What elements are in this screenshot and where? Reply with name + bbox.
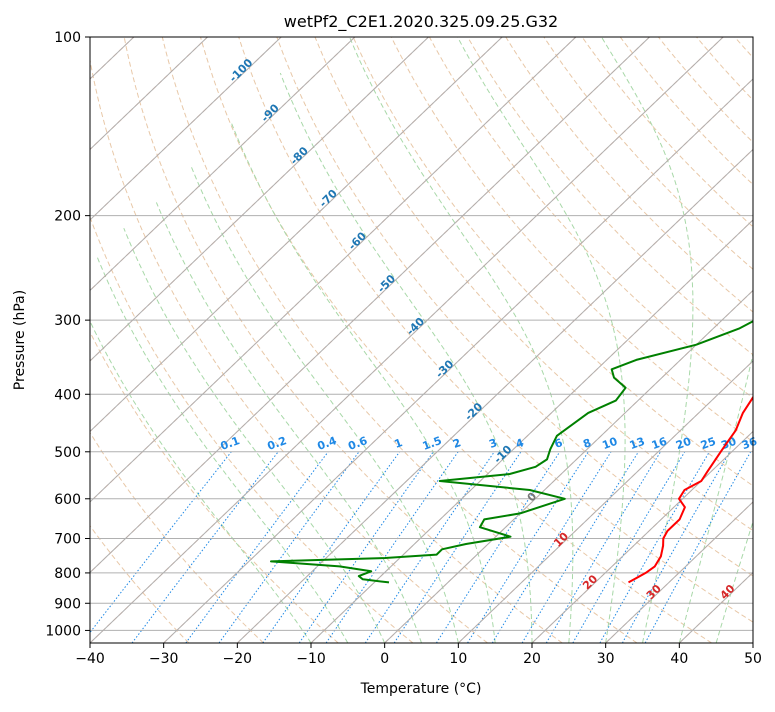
x-tick-label: −20 [223,651,253,667]
x-tick-label: 50 [744,651,762,667]
y-axis-label: Pressure (hPa) [12,290,28,390]
y-tick-label: 1000 [45,623,81,639]
x-axis-label: Temperature (°C) [360,681,482,697]
y-tick-label: 500 [54,445,81,461]
x-tick-label: 10 [449,651,467,667]
x-tick-label: 30 [597,651,615,667]
x-tick-label: 20 [523,651,541,667]
x-tick-label: 0 [380,651,389,667]
y-tick-label: 800 [54,566,81,582]
y-tick-label: 900 [54,596,81,612]
x-tick-label: −40 [75,651,105,667]
x-tick-label: 40 [670,651,688,667]
y-tick-label: 200 [54,209,81,225]
y-tick-label: 100 [54,30,81,46]
x-tick-label: −30 [149,651,179,667]
y-tick-label: 300 [54,313,81,329]
chart-title: wetPf2_C2E1.2020.325.09.25.G32 [284,12,558,32]
y-tick-label: 600 [54,492,81,508]
x-tick-label: −10 [296,651,326,667]
y-tick-label: 400 [54,387,81,403]
y-tick-label: 700 [54,532,81,548]
